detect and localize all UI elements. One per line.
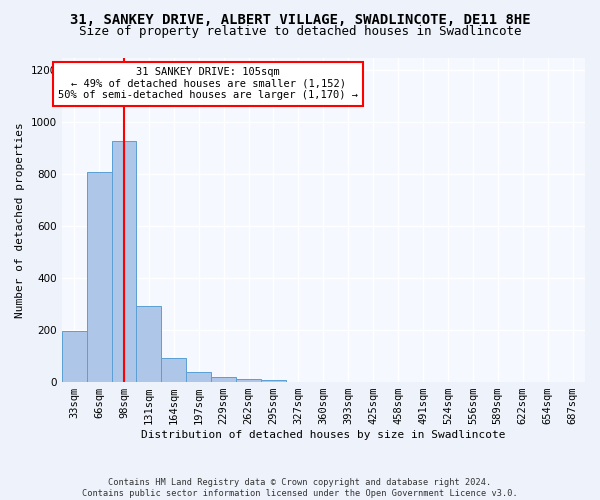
Bar [112,140,136,382]
Text: Contains HM Land Registry data © Crown copyright and database right 2024.
Contai: Contains HM Land Registry data © Crown c… [82,478,518,498]
Bar [161,358,186,382]
Bar [211,378,236,382]
Bar [236,378,261,382]
Bar [136,306,161,382]
Bar [62,332,86,382]
Text: 31 SANKEY DRIVE: 105sqm
← 49% of detached houses are smaller (1,152)
50% of semi: 31 SANKEY DRIVE: 105sqm ← 49% of detache… [58,67,358,100]
Y-axis label: Number of detached properties: Number of detached properties [15,122,25,318]
Text: Size of property relative to detached houses in Swadlincote: Size of property relative to detached ho… [79,25,521,38]
Bar [86,172,112,382]
X-axis label: Distribution of detached houses by size in Swadlincote: Distribution of detached houses by size … [141,430,506,440]
Bar [261,380,286,382]
Text: 31, SANKEY DRIVE, ALBERT VILLAGE, SWADLINCOTE, DE11 8HE: 31, SANKEY DRIVE, ALBERT VILLAGE, SWADLI… [70,12,530,26]
Bar [186,372,211,382]
